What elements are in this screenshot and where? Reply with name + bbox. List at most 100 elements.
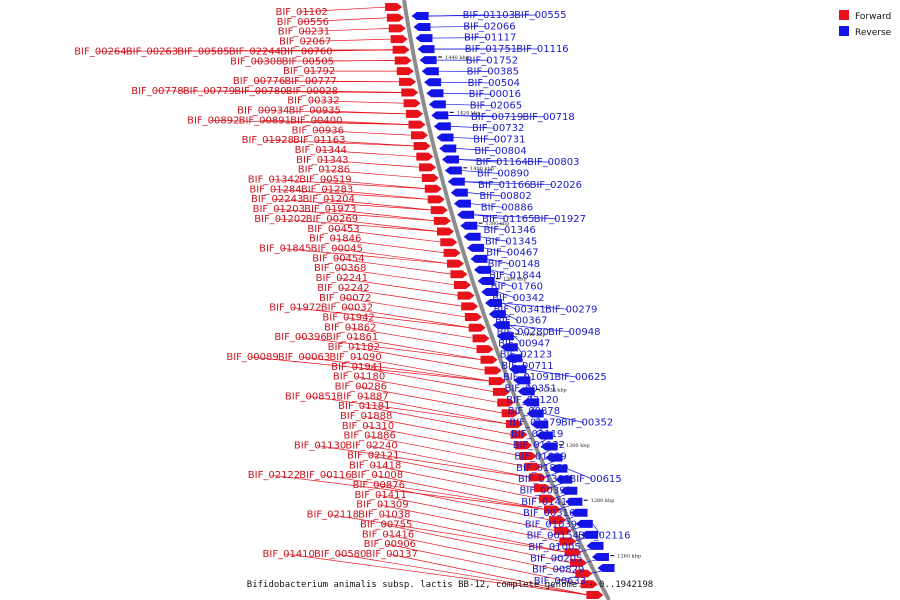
forward-gene-label[interactable]: BIF_00116 <box>299 470 351 481</box>
forward-gene-marker[interactable] <box>586 591 604 599</box>
forward-gene-marker[interactable] <box>468 323 486 332</box>
forward-gene-label[interactable]: BIF_00063 <box>278 352 330 363</box>
reverse-gene-marker[interactable] <box>591 552 609 561</box>
reverse-gene-marker[interactable] <box>426 89 444 98</box>
forward-gene-label[interactable]: BIF_01845 <box>259 244 311 255</box>
reverse-gene-marker[interactable] <box>504 354 522 363</box>
reverse-gene-label[interactable]: BIF_00341 <box>494 304 546 315</box>
reverse-gene-label[interactable]: BIF_00467 <box>486 248 538 259</box>
reverse-gene-marker[interactable] <box>433 122 451 131</box>
forward-gene-label[interactable]: BIF_01928 <box>242 135 294 146</box>
forward-gene-label[interactable]: BIF_00891 <box>239 115 291 126</box>
reverse-gene-marker[interactable] <box>496 332 514 341</box>
forward-gene-marker[interactable] <box>543 505 561 514</box>
reverse-gene-label[interactable]: BIF_00731 <box>473 135 525 146</box>
forward-gene-label[interactable]: BIF_00028 <box>286 86 338 97</box>
reverse-gene-marker[interactable] <box>540 442 558 451</box>
reverse-gene-marker[interactable] <box>467 243 485 252</box>
reverse-gene-marker[interactable] <box>575 519 593 528</box>
forward-gene-marker[interactable] <box>416 152 434 161</box>
forward-gene-marker[interactable] <box>427 195 445 204</box>
reverse-gene-label[interactable]: BIF_01179 <box>509 418 561 429</box>
forward-gene-marker[interactable] <box>419 163 437 172</box>
forward-gene-label[interactable]: BIF_00755 <box>360 519 412 530</box>
reverse-gene-label[interactable]: BIF_01165 <box>482 214 534 225</box>
reverse-gene-label[interactable]: BIF_02066 <box>463 21 515 32</box>
reverse-gene-label[interactable]: BIF_02065 <box>470 101 522 112</box>
reverse-gene-marker[interactable] <box>417 45 435 54</box>
reverse-gene-marker[interactable] <box>535 431 553 440</box>
forward-gene-marker[interactable] <box>559 537 577 546</box>
reverse-gene-marker[interactable] <box>450 188 468 197</box>
forward-gene-label[interactable]: BIF_01886 <box>344 431 396 442</box>
forward-gene-label[interactable]: BIF_00585 <box>177 46 229 57</box>
reverse-gene-label[interactable]: BIF_00615 <box>569 474 621 485</box>
forward-gene-label[interactable]: BIF_00264 <box>74 46 126 57</box>
reverse-gene-label[interactable]: BIF_01345 <box>485 236 537 247</box>
forward-gene-label[interactable]: BIF_01202 <box>254 214 306 225</box>
forward-gene-label[interactable]: BIF_02244 <box>229 46 281 57</box>
reverse-gene-marker[interactable] <box>460 221 478 230</box>
reverse-gene-label[interactable]: BIF_00878 <box>508 406 560 417</box>
reverse-gene-label[interactable]: BIF_01844 <box>489 270 541 281</box>
forward-gene-label[interactable]: BIF_00906 <box>364 539 416 550</box>
forward-gene-marker[interactable] <box>515 441 533 450</box>
reverse-gene-marker[interactable] <box>444 166 462 175</box>
reverse-gene-marker[interactable] <box>473 265 491 274</box>
forward-gene-marker[interactable] <box>510 430 528 439</box>
forward-gene-marker[interactable] <box>549 516 567 525</box>
reverse-gene-label[interactable]: BIF_00947 <box>498 338 550 349</box>
reverse-gene-marker[interactable] <box>485 299 503 308</box>
reverse-gene-marker[interactable] <box>419 56 437 65</box>
forward-gene-label[interactable]: BIF_01283 <box>301 184 353 195</box>
reverse-gene-marker[interactable] <box>522 398 540 407</box>
forward-gene-label[interactable]: BIF_00935 <box>289 106 341 117</box>
reverse-gene-label[interactable]: BIF_01132 <box>513 440 565 451</box>
reverse-gene-marker[interactable] <box>453 199 471 208</box>
forward-gene-label[interactable]: BIF_01310 <box>342 421 394 432</box>
forward-gene-label[interactable]: BIF_00777 <box>284 76 336 87</box>
reverse-gene-marker[interactable] <box>531 420 549 429</box>
reverse-gene-label[interactable]: BIF_00352 <box>561 418 613 429</box>
forward-gene-label[interactable]: BIF_00072 <box>319 293 371 304</box>
forward-gene-marker[interactable] <box>399 77 417 86</box>
reverse-gene-label[interactable]: BIF_00711 <box>501 361 553 372</box>
reverse-gene-label[interactable]: BIF_00342 <box>492 293 544 304</box>
forward-gene-marker[interactable] <box>472 334 490 343</box>
forward-gene-marker[interactable] <box>430 206 448 215</box>
forward-gene-label[interactable]: BIF_00936 <box>292 125 344 136</box>
forward-gene-marker[interactable] <box>401 88 419 97</box>
reverse-gene-label[interactable]: BIF_00829 <box>532 565 584 576</box>
forward-gene-label[interactable]: BIF_01102 <box>276 7 328 18</box>
forward-gene-label[interactable]: BIF_01344 <box>295 145 347 156</box>
reverse-gene-marker[interactable] <box>428 100 446 109</box>
reverse-gene-label[interactable]: BIF_01760 <box>491 282 543 293</box>
forward-gene-label[interactable]: BIF_01130 <box>294 441 346 452</box>
reverse-gene-label[interactable]: BIF_01103 <box>463 10 515 21</box>
forward-gene-label[interactable]: BIF_00453 <box>307 224 359 235</box>
forward-gene-label[interactable]: BIF_02121 <box>347 450 399 461</box>
forward-gene-label[interactable]: BIF_00519 <box>299 175 351 186</box>
reverse-gene-label[interactable]: BIF_01751 <box>465 44 517 55</box>
forward-gene-label[interactable]: BIF_01204 <box>302 194 354 205</box>
reverse-gene-label[interactable]: BIF_01116 <box>516 44 568 55</box>
forward-gene-marker[interactable] <box>424 184 442 193</box>
forward-gene-label[interactable]: BIF_00892 <box>187 115 239 126</box>
reverse-gene-marker[interactable] <box>442 155 460 164</box>
forward-gene-marker[interactable] <box>554 526 572 535</box>
forward-gene-marker[interactable] <box>433 216 451 225</box>
forward-gene-label[interactable]: BIF_01286 <box>298 165 350 176</box>
reverse-gene-label[interactable]: BIF_00886 <box>481 202 533 213</box>
reverse-gene-label[interactable]: BIF_01308 <box>518 474 570 485</box>
forward-gene-marker[interactable] <box>538 494 556 503</box>
reverse-gene-label[interactable]: BIF_00280 <box>497 327 549 338</box>
forward-gene-label[interactable]: BIF_02240 <box>345 441 397 452</box>
reverse-gene-marker[interactable] <box>470 254 488 263</box>
reverse-gene-marker[interactable] <box>488 310 506 319</box>
reverse-gene-marker[interactable] <box>477 276 495 285</box>
reverse-gene-marker[interactable] <box>560 486 578 495</box>
forward-gene-label[interactable]: BIF_00396 <box>274 332 326 343</box>
forward-gene-marker[interactable] <box>529 473 547 482</box>
reverse-gene-marker[interactable] <box>457 210 475 219</box>
forward-gene-label[interactable]: BIF_00045 <box>311 244 363 255</box>
